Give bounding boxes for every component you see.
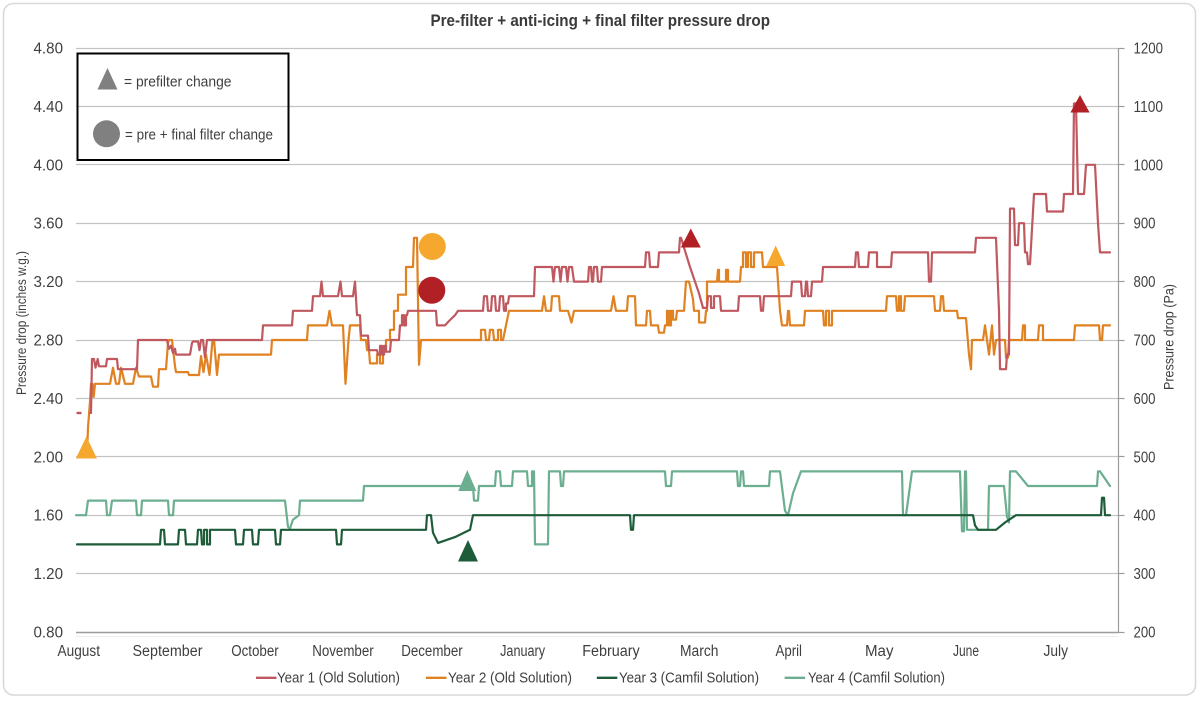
- svg-text:200: 200: [1134, 625, 1156, 642]
- svg-text:800: 800: [1134, 274, 1156, 291]
- svg-text:4.00: 4.00: [34, 157, 64, 174]
- svg-text:0.80: 0.80: [34, 625, 64, 642]
- svg-text:1.20: 1.20: [34, 566, 64, 583]
- svg-text:February: February: [582, 643, 640, 660]
- svg-text:1.60: 1.60: [34, 508, 64, 525]
- svg-text:400: 400: [1134, 508, 1156, 525]
- svg-text:= prefilter change: = prefilter change: [124, 75, 232, 91]
- svg-text:500: 500: [1134, 449, 1156, 466]
- svg-text:December: December: [401, 643, 463, 660]
- svg-text:1200: 1200: [1134, 41, 1164, 58]
- svg-text:= pre + final filter change: = pre + final filter change: [125, 128, 273, 144]
- svg-text:Year 1 (Old Solution): Year 1 (Old Solution): [277, 671, 400, 687]
- svg-text:300: 300: [1134, 566, 1156, 583]
- svg-text:October: October: [231, 643, 279, 660]
- svg-text:January: January: [500, 643, 545, 660]
- svg-text:1100: 1100: [1134, 99, 1164, 116]
- svg-text:November: November: [312, 643, 374, 660]
- svg-text:2.40: 2.40: [34, 391, 64, 408]
- svg-text:3.20: 3.20: [34, 274, 64, 291]
- svg-text:September: September: [133, 643, 203, 660]
- svg-text:Pressure drop (inches w.g.): Pressure drop (inches w.g.): [13, 251, 29, 395]
- svg-text:600: 600: [1134, 391, 1156, 408]
- svg-text:4.40: 4.40: [34, 99, 64, 116]
- svg-text:Pressure drop (Pa): Pressure drop (Pa): [1161, 284, 1177, 390]
- svg-text:2.00: 2.00: [34, 449, 64, 466]
- svg-text:900: 900: [1134, 216, 1156, 233]
- svg-text:3.60: 3.60: [34, 216, 64, 233]
- svg-text:2.80: 2.80: [34, 333, 64, 350]
- svg-text:Pre-filter + anti-icing + fina: Pre-filter + anti-icing + final filter p…: [431, 12, 771, 30]
- svg-text:July: July: [1044, 643, 1069, 660]
- svg-text:Year 3 (Camfil Solution): Year 3 (Camfil Solution): [619, 671, 759, 687]
- svg-text:June: June: [953, 643, 979, 660]
- svg-text:Year 4 (Camfil Solution): Year 4 (Camfil Solution): [808, 671, 945, 687]
- svg-text:April: April: [776, 643, 803, 660]
- svg-text:700: 700: [1134, 333, 1156, 350]
- svg-text:March: March: [680, 643, 719, 660]
- svg-text:4.80: 4.80: [34, 41, 64, 58]
- svg-text:August: August: [58, 643, 101, 660]
- svg-text:1000: 1000: [1134, 157, 1164, 174]
- svg-text:Year 2 (Old Solution): Year 2 (Old Solution): [448, 671, 572, 687]
- svg-text:May: May: [865, 643, 894, 660]
